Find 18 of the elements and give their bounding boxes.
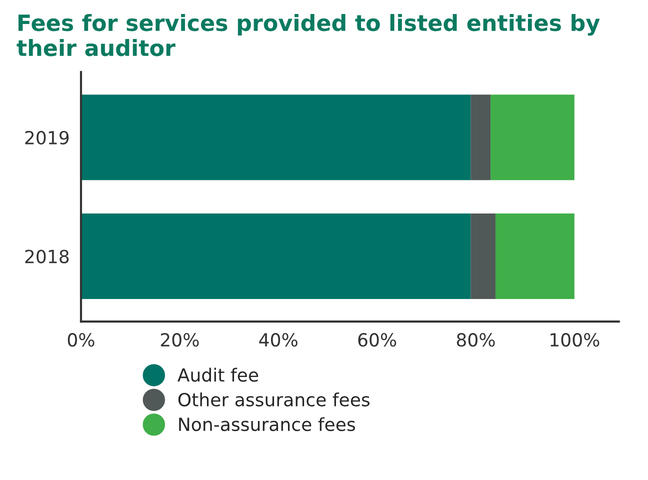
legend-label: Non-assurance fees <box>179 417 356 432</box>
x-tick-label: 40% <box>259 333 298 347</box>
x-tick-label: 100% <box>550 333 600 347</box>
bar <box>470 213 496 300</box>
y-tick-label: 2018 <box>25 250 69 264</box>
x-tick-label: 80% <box>456 333 495 347</box>
bar <box>490 94 574 180</box>
bar <box>470 94 491 180</box>
bar <box>495 213 574 300</box>
x-tick-label: 0% <box>68 333 94 347</box>
x-tick-label: 20% <box>160 333 199 347</box>
legend-label: Other assurance fees <box>178 392 370 406</box>
chart-title: Fees for services provided to listed entities by their auditor <box>16 14 600 56</box>
bar <box>81 213 471 300</box>
x-tick-label: 60% <box>358 333 396 347</box>
legend-label: Audit fee <box>178 368 258 382</box>
y-tick-label: 2019 <box>25 130 69 144</box>
bar <box>81 94 471 180</box>
